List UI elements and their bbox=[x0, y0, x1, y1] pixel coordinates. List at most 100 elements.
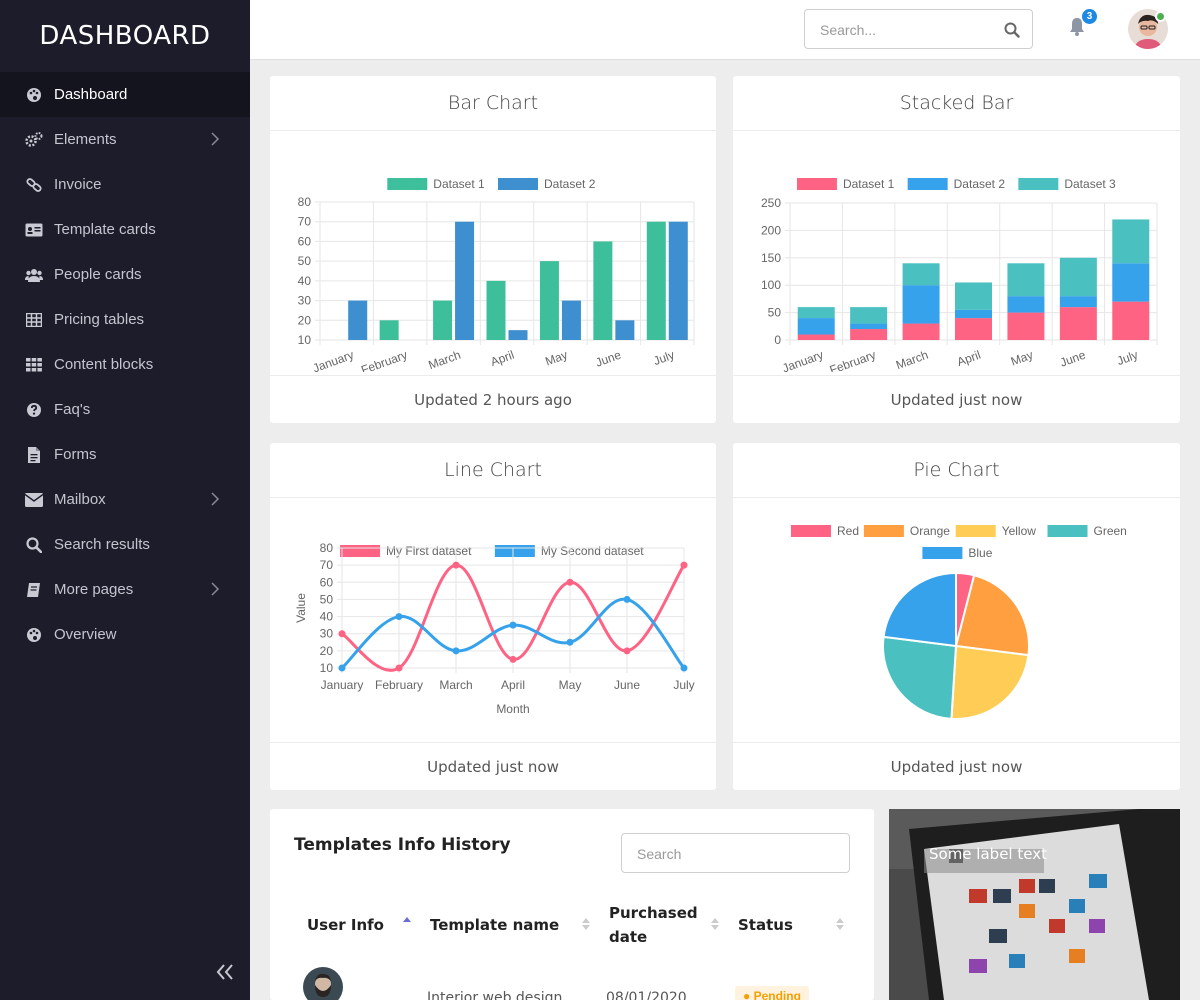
sidebar-item-pricing-tables[interactable]: Pricing tables bbox=[0, 297, 250, 342]
x-tick-label: May bbox=[543, 348, 569, 369]
sidebar-item-faqs[interactable]: Faq's bbox=[0, 387, 250, 432]
collapse-sidebar-icon[interactable] bbox=[214, 962, 236, 982]
stacked-bar-segment bbox=[1112, 301, 1150, 340]
avatar bbox=[303, 967, 343, 1000]
pie-chart: Red Orange Yellow Green Blue bbox=[791, 524, 1127, 720]
x-tick-label: April bbox=[489, 348, 516, 369]
bar bbox=[668, 221, 688, 340]
stacked-bar-segment bbox=[797, 307, 835, 319]
data-point bbox=[680, 561, 688, 569]
sidebar-item-elements[interactable]: Elements bbox=[0, 117, 250, 162]
bell-icon[interactable] bbox=[1068, 17, 1086, 37]
column-header-status[interactable]: Status bbox=[738, 916, 793, 934]
book-icon bbox=[24, 582, 44, 598]
legend-label: Dataset 3 bbox=[1064, 177, 1116, 191]
sidebar-item-label: Content blocks bbox=[54, 356, 154, 373]
card-footer: Updated 2 hours ago bbox=[270, 375, 716, 423]
column-header-date[interactable]: date bbox=[609, 928, 648, 946]
stacked-bar-segment bbox=[1007, 296, 1045, 313]
x-tick-label: May bbox=[559, 678, 582, 692]
data-point bbox=[452, 561, 460, 569]
avatar[interactable] bbox=[1128, 9, 1168, 49]
x-tick-label: June bbox=[614, 678, 640, 692]
stacked-bar-segment bbox=[955, 318, 992, 340]
image-card[interactable]: Some label text bbox=[889, 809, 1180, 1000]
bar-chart: Dataset 1 Dataset 2 10 20 30 40 50 60 70 80 Januar… bbox=[298, 177, 695, 372]
line-chart-card: Line Chart My First dataset My Second dat… bbox=[270, 443, 716, 790]
legend-swatch bbox=[498, 178, 538, 190]
legend-swatch bbox=[955, 525, 996, 537]
notification-badge: 3 bbox=[1082, 9, 1097, 24]
stacked-bar-card: Stacked Bar Dataset 1 Dataset 2 Dataset 3 0… bbox=[733, 76, 1180, 423]
bar bbox=[593, 241, 613, 340]
y-tick-label: 100 bbox=[761, 278, 781, 292]
link-icon bbox=[24, 177, 44, 193]
legend-label: Orange bbox=[910, 524, 950, 538]
sidebar: DASHBOARD Dashboard Elements Invoice Tem… bbox=[0, 0, 250, 1000]
x-tick-label: June bbox=[1058, 348, 1088, 370]
legend-swatch bbox=[922, 547, 963, 559]
card-footer: Updated just now bbox=[733, 375, 1180, 423]
sidebar-item-more-pages[interactable]: More pages bbox=[0, 567, 250, 612]
sidebar-item-label: Pricing tables bbox=[54, 311, 145, 328]
sidebar-item-label: Forms bbox=[54, 446, 97, 463]
sidebar-item-people-cards[interactable]: People cards bbox=[0, 252, 250, 297]
sidebar-item-label: People cards bbox=[54, 266, 142, 283]
table-search-input[interactable]: Search bbox=[621, 833, 850, 873]
palette-icon bbox=[24, 627, 44, 643]
search-icon[interactable] bbox=[1004, 22, 1020, 38]
stacked-bar-segment bbox=[1059, 296, 1097, 308]
y-tick-label: 30 bbox=[298, 294, 312, 308]
data-point bbox=[566, 638, 574, 646]
x-tick-label: January bbox=[311, 348, 356, 372]
bar bbox=[455, 221, 475, 340]
status-text: Pending bbox=[753, 989, 801, 1000]
data-point bbox=[509, 655, 517, 663]
sidebar-item-content-blocks[interactable]: Content blocks bbox=[0, 342, 250, 387]
legend-label: Green bbox=[1094, 524, 1127, 538]
stacked-bar-segment bbox=[1112, 219, 1150, 264]
y-tick-label: 200 bbox=[761, 223, 781, 237]
pie-slice bbox=[950, 644, 1030, 720]
sidebar-item-mailbox[interactable]: Mailbox bbox=[0, 477, 250, 522]
sort-icon[interactable] bbox=[836, 917, 844, 931]
data-point bbox=[395, 613, 403, 621]
search-input[interactable]: Search... bbox=[804, 9, 1033, 49]
sidebar-item-label: Elements bbox=[54, 131, 117, 148]
data-point bbox=[452, 647, 460, 655]
bar-chart-card: Bar Chart Dataset 1 Dataset 2 10 20 30 40 50 60… bbox=[270, 76, 716, 423]
stacked-bar-segment bbox=[955, 282, 992, 310]
stacked-bar-segment bbox=[902, 285, 940, 324]
cogs-icon bbox=[24, 131, 44, 148]
card-title: Bar Chart bbox=[270, 76, 716, 131]
x-tick-label: April bbox=[955, 348, 982, 369]
sidebar-item-dashboard[interactable]: Dashboard bbox=[0, 72, 250, 117]
sidebar-item-search-results[interactable]: Search results bbox=[0, 522, 250, 567]
sidebar-item-forms[interactable]: Forms bbox=[0, 432, 250, 477]
cell-purchased-date: 08/01/2020 bbox=[606, 990, 687, 1000]
legend-swatch bbox=[796, 178, 837, 190]
sidebar-item-invoice[interactable]: Invoice bbox=[0, 162, 250, 207]
column-header-template-name[interactable]: Template name bbox=[430, 916, 560, 934]
x-tick-label: March bbox=[426, 348, 462, 372]
column-header-purchased[interactable]: Purchased bbox=[609, 904, 698, 922]
sort-asc-icon[interactable] bbox=[403, 915, 411, 929]
bar bbox=[433, 300, 453, 340]
sort-icon[interactable] bbox=[582, 917, 590, 931]
users-icon bbox=[24, 267, 44, 283]
sidebar-item-label: Invoice bbox=[54, 176, 102, 193]
y-tick-label: 80 bbox=[320, 541, 334, 555]
search-placeholder: Search... bbox=[820, 22, 877, 38]
sort-icon[interactable] bbox=[711, 917, 719, 931]
column-header-user-info[interactable]: User Info bbox=[307, 916, 384, 934]
card-title: Line Chart bbox=[270, 443, 716, 498]
stacked-bar-chart: Dataset 1 Dataset 2 Dataset 3 0 50 100 150 200 2… bbox=[761, 177, 1158, 372]
bar bbox=[379, 320, 399, 340]
id-card-icon bbox=[24, 222, 44, 238]
stacked-bar-segment bbox=[850, 323, 888, 330]
sidebar-item-template-cards[interactable]: Template cards bbox=[0, 207, 250, 252]
bar bbox=[646, 221, 666, 340]
sidebar-item-overview[interactable]: Overview bbox=[0, 612, 250, 657]
x-tick-label: July bbox=[651, 348, 676, 368]
online-status-dot bbox=[1155, 11, 1166, 22]
